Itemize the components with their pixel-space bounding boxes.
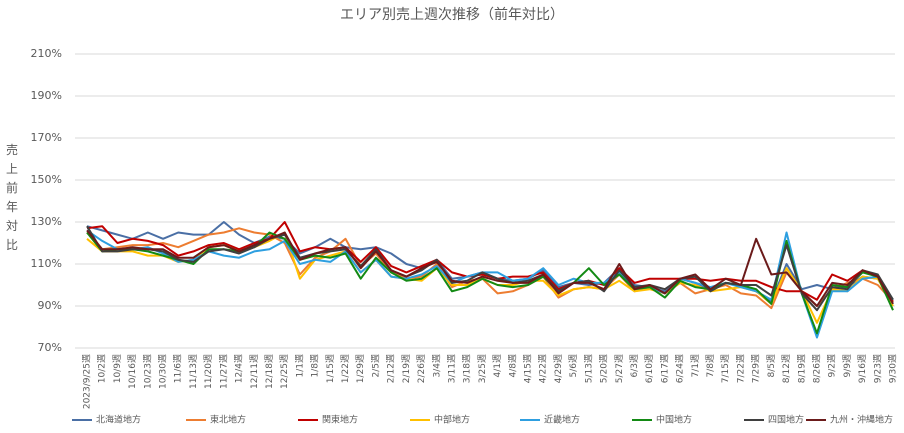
series-line	[86, 229, 894, 307]
x-tick-label: 8/5週	[766, 354, 777, 378]
x-tick-label: 4/8週	[507, 354, 518, 378]
x-tick-label: 10/30週	[158, 354, 169, 389]
series-line	[86, 227, 894, 310]
x-tick-label: 10/23週	[142, 354, 153, 389]
x-tick-label: 11/27週	[218, 354, 229, 389]
x-tick-label: 2/26週	[416, 354, 427, 383]
x-tick-label: 2/12週	[386, 354, 397, 383]
x-tick-label: 9/16週	[857, 354, 868, 383]
y-tick-label: 170%	[31, 131, 62, 144]
x-tick-label: 12/4週	[234, 354, 245, 383]
x-tick-label: 9/23週	[872, 354, 883, 383]
x-tick-label: 8/12週	[781, 354, 792, 383]
x-tick-label: 3/25週	[477, 354, 488, 383]
x-tick-label: 12/18週	[264, 354, 275, 389]
legend-item: 四国地方	[744, 414, 804, 426]
x-tick-label: 5/27週	[614, 354, 625, 383]
x-tick-label: 9/30週	[888, 354, 899, 383]
legend-item: 中部地方	[410, 414, 470, 426]
x-tick-label: 2/5週	[370, 354, 381, 378]
x-tick-label: 8/26週	[811, 354, 822, 383]
x-tick-label: 3/4週	[431, 354, 442, 378]
y-tick-label: 70%	[38, 341, 62, 354]
legend-label: 関東地方	[322, 414, 358, 426]
x-tick-label: 7/29週	[751, 354, 762, 383]
y-tick-label: 90%	[38, 299, 62, 312]
legend-label: 東北地方	[210, 414, 246, 426]
legend-label: 中部地方	[434, 414, 470, 426]
x-tick-label: 4/15週	[523, 354, 534, 383]
x-tick-label: 7/15週	[720, 354, 731, 383]
legend-label: 中国地方	[656, 414, 692, 426]
legend-item: 中国地方	[632, 414, 692, 426]
series-line	[86, 225, 894, 312]
y-tick-label: 130%	[31, 215, 62, 228]
x-tick-label: 1/29週	[355, 354, 366, 383]
x-tick-label: 9/9週	[842, 354, 853, 378]
y-axis-label: 売上前年対比	[6, 142, 18, 252]
x-tick-label: 3/11週	[446, 354, 457, 383]
x-tick-label: 4/22週	[538, 354, 549, 383]
x-tick-label: 5/13週	[583, 354, 594, 383]
legend-label: 四国地方	[768, 414, 804, 426]
y-tick-label: 110%	[31, 257, 62, 270]
legend-label: 九州・沖縄地方	[830, 414, 893, 426]
x-tick-label: 12/25週	[279, 354, 290, 389]
x-tick-label: 9/2週	[827, 354, 838, 378]
x-tick-label: 11/6週	[173, 354, 184, 383]
x-tick-label: 4/1週	[492, 354, 503, 378]
legend-item: 九州・沖縄地方	[806, 414, 893, 426]
x-tick-label: 5/20週	[599, 354, 610, 383]
x-tick-label: 4/29週	[553, 354, 564, 383]
x-tick-label: 6/17週	[659, 354, 670, 383]
legend-item: 関東地方	[298, 414, 358, 426]
x-tick-label: 7/8週	[705, 354, 716, 378]
x-tick-label: 2023/9/25週	[82, 354, 93, 409]
x-tick-label: 1/22週	[340, 354, 351, 383]
x-tick-label: 8/19週	[796, 354, 807, 383]
legend-label: 北海道地方	[96, 414, 141, 426]
chart-title: エリア別売上週次推移（前年対比）	[340, 6, 564, 23]
y-tick-label: 150%	[31, 173, 62, 186]
legend-item: 近畿地方	[520, 414, 580, 426]
x-tick-label: 3/18週	[462, 354, 473, 383]
x-tick-label: 6/3週	[629, 354, 640, 378]
x-tick-label: 11/20週	[203, 354, 214, 389]
x-tick-label: 10/9週	[112, 354, 123, 383]
x-tick-label: 12/11週	[249, 354, 260, 389]
legend-item: 東北地方	[186, 414, 246, 426]
legend-item: 北海道地方	[72, 414, 141, 426]
y-tick-label: 190%	[31, 89, 62, 102]
x-tick-label: 1/1週	[294, 354, 305, 378]
x-tick-label: 10/2週	[97, 354, 108, 383]
x-tick-label: 5/6週	[568, 354, 579, 378]
x-tick-label: 2/19週	[401, 354, 412, 383]
x-tick-label: 11/13週	[188, 354, 199, 389]
x-tick-label: 7/1週	[690, 354, 701, 378]
legend-label: 近畿地方	[544, 414, 580, 426]
x-tick-label: 6/24週	[675, 354, 686, 383]
x-tick-label: 6/10週	[644, 354, 655, 383]
y-tick-label: 210%	[31, 47, 62, 60]
x-tick-label: 1/15週	[325, 354, 336, 383]
x-tick-label: 1/8週	[310, 354, 321, 378]
x-tick-label: 10/16週	[127, 354, 138, 389]
x-tick-label: 7/22週	[735, 354, 746, 383]
